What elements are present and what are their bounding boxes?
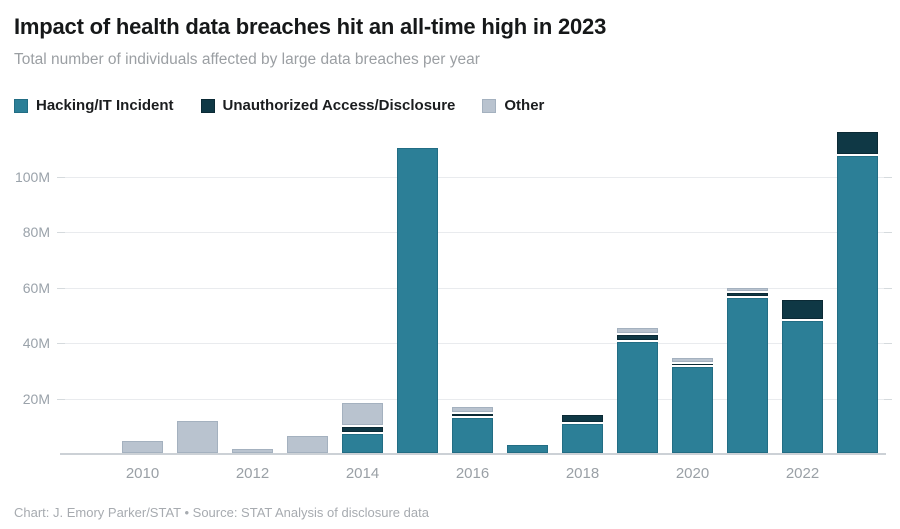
- chart-subtitle: Total number of individuals affected by …: [14, 51, 480, 68]
- y-axis-tick-right: [884, 232, 892, 233]
- bar-2011: [177, 421, 218, 453]
- y-axis-tick-right: [884, 399, 892, 400]
- bar-2012: [232, 448, 273, 453]
- gridline-80M: [57, 232, 890, 233]
- bar-2016: [452, 407, 493, 453]
- y-axis-tick-left: [57, 288, 65, 289]
- bar-2015: [397, 148, 438, 453]
- bar-segment-2022-unauthorized-access: [782, 299, 823, 320]
- y-axis-label: 80M: [22, 224, 50, 240]
- bar-segment-2023-hacking: [837, 156, 878, 453]
- y-axis-tick-left: [57, 177, 65, 178]
- x-axis-label-2018: 2018: [565, 465, 600, 482]
- y-axis-label: 20M: [22, 391, 50, 407]
- bar-segment-2010-other: [122, 440, 163, 453]
- x-axis-label-2014: 2014: [345, 465, 380, 482]
- bar-segment-2016-unauthorized-access: [452, 413, 493, 417]
- bar-segment-2022-hacking: [782, 321, 823, 453]
- bar-segment-2017-hacking: [507, 444, 548, 453]
- bar-2019: [617, 328, 658, 453]
- x-axis-label-2010: 2010: [125, 465, 160, 482]
- bar-segment-2019-other: [617, 328, 658, 333]
- bar-segment-2014-other: [342, 403, 383, 426]
- bar-segment-2021-other: [727, 288, 768, 292]
- x-axis-label-2012: 2012: [235, 465, 270, 482]
- legend-label-unauthorized: Unauthorized Access/Disclosure: [222, 97, 456, 114]
- x-axis-label-2016: 2016: [455, 465, 490, 482]
- bar-segment-2019-hacking: [617, 342, 658, 453]
- bar-segment-2019-unauthorized-access: [617, 334, 658, 341]
- plot-area: 20M 40M 60M 80M 100M 2010 2012 2014 2016 2018 2020…: [15, 128, 892, 482]
- bar-2020: [672, 358, 713, 453]
- bar-2013: [287, 436, 328, 453]
- y-axis-label: 60M: [22, 280, 50, 296]
- bar-segment-2014-hacking: [342, 433, 383, 453]
- legend-label-other: Other: [504, 97, 545, 114]
- unauthorized-swatch-icon: [200, 98, 215, 113]
- bar-segment-2020-other: [672, 358, 713, 362]
- footer-credit: Chart: J. Emory Parker/STAT • Source: ST…: [14, 505, 429, 520]
- bar-segment-2012-other: [232, 448, 273, 453]
- legend: Hacking/IT Incident Unauthorized Access/…: [14, 97, 544, 114]
- bar-segment-2020-hacking: [672, 367, 713, 453]
- bar-segment-2018-unauthorized-access: [562, 414, 603, 422]
- bar-2022: [782, 299, 823, 453]
- bar-2017: [507, 444, 548, 453]
- y-axis-label: 40M: [22, 335, 50, 351]
- bar-segment-2015-hacking: [397, 148, 438, 453]
- y-axis-tick-right: [884, 343, 892, 344]
- bar-segment-2011-other: [177, 421, 218, 453]
- other-swatch-icon: [482, 98, 497, 113]
- bar-segment-2013-other: [287, 436, 328, 453]
- legend-label-hacking: Hacking/IT Incident: [36, 97, 174, 114]
- bar-segment-2016-other: [452, 407, 493, 412]
- x-axis-line: [60, 453, 886, 455]
- legend-item-other: Other: [482, 97, 544, 114]
- gridline-40M: [57, 343, 890, 344]
- legend-item-unauthorized: Unauthorized Access/Disclosure: [200, 97, 456, 114]
- bar-segment-2014-unauthorized-access: [342, 427, 383, 432]
- y-axis-tick-right: [884, 288, 892, 289]
- bar-2014: [342, 403, 383, 453]
- bar-segment-2020-unauthorized-access: [672, 363, 713, 366]
- y-axis-tick-left: [57, 343, 65, 344]
- bar-2021: [727, 288, 768, 453]
- gridline-60M: [57, 288, 890, 289]
- hacking-swatch-icon: [14, 98, 28, 113]
- x-axis-label-2020: 2020: [675, 465, 710, 482]
- y-axis-tick-left: [57, 399, 65, 400]
- bar-2023: [837, 132, 878, 453]
- x-axis-label-2022: 2022: [785, 465, 820, 482]
- y-axis-tick-left: [57, 232, 65, 233]
- bar-segment-2021-hacking: [727, 297, 768, 453]
- legend-item-hacking: Hacking/IT Incident: [14, 97, 174, 114]
- bar-segment-2023-unauthorized-access: [837, 132, 878, 155]
- bar-segment-2016-hacking: [452, 418, 493, 453]
- y-axis-tick-right: [884, 177, 892, 178]
- gridline-20M: [57, 399, 890, 400]
- bar-segment-2018-hacking: [562, 423, 603, 453]
- bar-2018: [562, 414, 603, 453]
- y-axis-label: 100M: [14, 169, 50, 185]
- gridline-100M: [57, 177, 890, 178]
- bar-segment-2021-unauthorized-access: [727, 293, 768, 296]
- bar-2010: [122, 440, 163, 453]
- chart-title: Impact of health data breaches hit an al…: [14, 14, 607, 39]
